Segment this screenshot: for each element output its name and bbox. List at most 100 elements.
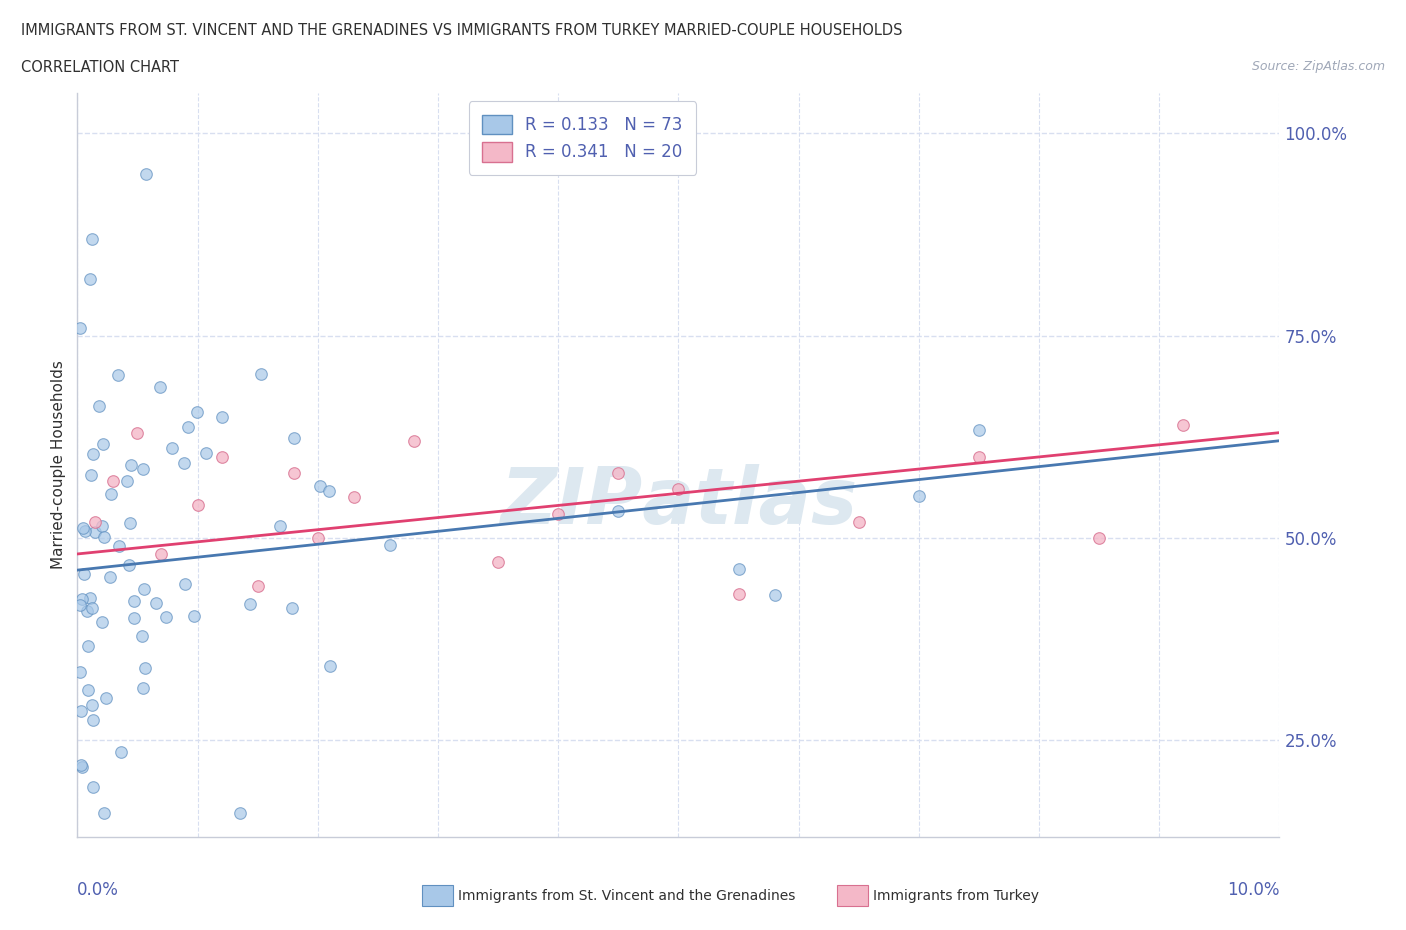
Point	[69, 598, 91, 613]
Point	[82, 712, 104, 727]
Point	[183, 609, 205, 624]
Point	[607, 466, 630, 481]
Point	[93, 436, 115, 451]
Point	[69, 665, 91, 680]
Text: 10.0%: 10.0%	[1227, 882, 1279, 899]
Point	[967, 422, 990, 437]
Point	[82, 446, 104, 461]
Point	[69, 703, 91, 718]
Point	[186, 498, 209, 512]
Point	[76, 604, 98, 618]
Point	[77, 683, 100, 698]
Point	[547, 506, 569, 521]
Point	[134, 661, 156, 676]
Point	[72, 521, 94, 536]
Point	[378, 538, 401, 552]
Point	[87, 398, 110, 413]
Point	[77, 638, 100, 653]
Point	[70, 591, 93, 606]
Point	[127, 425, 149, 440]
Point	[73, 524, 96, 538]
Point	[318, 484, 340, 498]
Point	[908, 489, 931, 504]
Point	[107, 367, 129, 382]
Point	[135, 166, 157, 181]
Point	[69, 758, 91, 773]
Point	[100, 486, 122, 501]
Point	[73, 566, 96, 581]
Point	[131, 628, 153, 643]
Point	[132, 582, 155, 597]
Point	[93, 529, 115, 544]
Y-axis label: Married-couple Households: Married-couple Households	[51, 361, 66, 569]
Point	[150, 547, 173, 562]
Point	[94, 691, 117, 706]
Point	[110, 745, 132, 760]
Point	[1088, 530, 1111, 545]
Text: Immigrants from Turkey: Immigrants from Turkey	[873, 888, 1039, 903]
Point	[91, 614, 114, 629]
Point	[211, 409, 233, 424]
Point	[82, 780, 104, 795]
Point	[763, 588, 786, 603]
Point	[162, 441, 184, 456]
Point	[124, 611, 146, 626]
Text: 0.0%: 0.0%	[77, 882, 120, 899]
Point	[132, 681, 155, 696]
Point	[80, 232, 103, 246]
Point	[149, 379, 172, 394]
Point	[177, 420, 200, 435]
Point	[283, 431, 305, 445]
Point	[402, 433, 425, 448]
Point	[229, 805, 252, 820]
Point	[727, 587, 749, 602]
Point	[668, 482, 690, 497]
Point	[84, 514, 107, 529]
Point	[80, 468, 103, 483]
Point	[132, 461, 155, 476]
Point	[211, 449, 233, 464]
Point	[239, 597, 262, 612]
Point	[174, 577, 197, 591]
Point	[173, 456, 195, 471]
Text: Immigrants from St. Vincent and the Grenadines: Immigrants from St. Vincent and the Gren…	[458, 888, 796, 903]
Point	[118, 558, 141, 573]
Point	[307, 530, 329, 545]
Point	[269, 519, 291, 534]
Point	[319, 658, 342, 673]
Point	[486, 554, 509, 569]
Point	[120, 457, 142, 472]
Point	[120, 515, 142, 530]
Point	[70, 760, 93, 775]
Point	[195, 445, 218, 460]
Point	[93, 805, 115, 820]
Point	[79, 272, 101, 286]
Point	[309, 478, 332, 493]
Point	[250, 366, 273, 381]
Point	[69, 320, 91, 335]
Point	[145, 595, 167, 610]
Point	[103, 473, 125, 488]
Text: Source: ZipAtlas.com: Source: ZipAtlas.com	[1251, 60, 1385, 73]
Point	[967, 449, 990, 464]
Point	[108, 538, 131, 553]
Point	[283, 466, 305, 481]
Point	[122, 593, 145, 608]
Point	[848, 514, 870, 529]
Point	[607, 503, 630, 518]
Point	[83, 525, 105, 539]
Point	[1173, 418, 1195, 432]
Point	[727, 562, 749, 577]
Point	[155, 610, 177, 625]
Point	[115, 473, 138, 488]
Point	[79, 591, 101, 605]
Point	[343, 490, 366, 505]
Point	[186, 405, 208, 419]
Point	[281, 601, 304, 616]
Text: IMMIGRANTS FROM ST. VINCENT AND THE GRENADINES VS IMMIGRANTS FROM TURKEY MARRIED: IMMIGRANTS FROM ST. VINCENT AND THE GREN…	[21, 23, 903, 38]
Point	[80, 698, 103, 712]
Point	[98, 570, 121, 585]
Point	[246, 578, 269, 593]
Point	[80, 601, 103, 616]
Legend: R = 0.133   N = 73, R = 0.341   N = 20: R = 0.133 N = 73, R = 0.341 N = 20	[468, 101, 696, 175]
